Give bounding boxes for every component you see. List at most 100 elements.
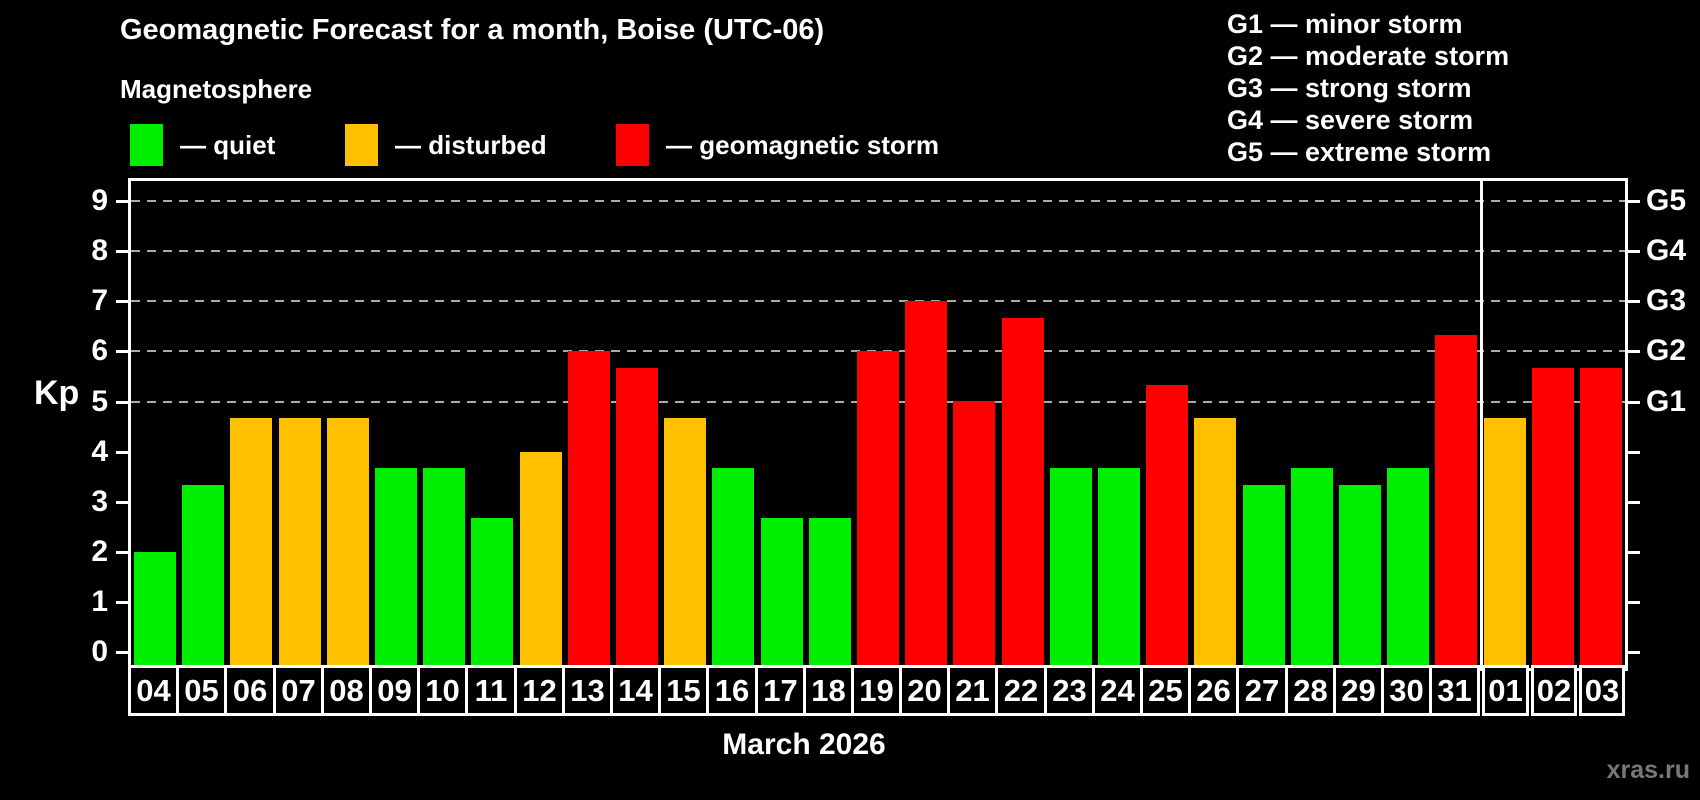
bar-day-11 [471, 518, 513, 668]
y-tick-right-3 [1628, 501, 1640, 504]
bar-day-01 [1484, 418, 1526, 668]
y-tick-label-4: 4 [91, 435, 108, 468]
day-cell-08: 08 [321, 665, 372, 716]
y-tick-right-4 [1628, 451, 1640, 454]
y-tick-right-0 [1628, 651, 1640, 654]
legend-swatch-disturbed [345, 124, 378, 166]
bar-day-08 [327, 418, 369, 668]
day-cell-09: 09 [369, 665, 420, 716]
day-cell-24: 24 [1092, 665, 1143, 716]
bar-day-04 [134, 552, 176, 668]
g-label-G4: G4 [1646, 234, 1687, 267]
y-tick-left-3 [116, 501, 128, 504]
bar-day-12 [520, 452, 562, 668]
y-tick-left-5 [116, 401, 128, 404]
g-legend-line-5: G5 — extreme storm [1227, 137, 1492, 167]
y-tick-label-9: 9 [91, 184, 108, 217]
bar-day-18 [809, 518, 851, 668]
legend-item-quiet: — quiet [130, 124, 460, 166]
y-tick-label-5: 5 [91, 385, 108, 418]
day-cell-03: 03 [1579, 665, 1625, 716]
day-cell-20: 20 [899, 665, 950, 716]
day-cell-18: 18 [803, 665, 854, 716]
y-tick-label-7: 7 [91, 284, 108, 317]
bar-day-25 [1146, 385, 1188, 668]
g-label-G5: G5 [1646, 184, 1687, 217]
day-cell-21: 21 [947, 665, 998, 716]
bar-day-20 [905, 301, 947, 668]
day-cell-05: 05 [176, 665, 227, 716]
y-tick-label-0: 0 [91, 635, 108, 668]
day-cell-12: 12 [514, 665, 565, 716]
g-legend-line-1: G1 — minor storm [1227, 9, 1463, 39]
month-separator [1480, 181, 1483, 668]
bar-day-07 [279, 418, 321, 668]
bar-day-13 [568, 351, 610, 668]
day-cell-02: 02 [1531, 665, 1577, 716]
bar-day-22 [1002, 318, 1044, 668]
chart-subtitle: Magnetosphere [120, 74, 313, 104]
y-tick-label-8: 8 [91, 234, 108, 267]
bar-day-17 [761, 518, 803, 668]
bar-day-05 [182, 485, 224, 668]
g-legend-line-3: G3 — strong storm [1227, 73, 1472, 103]
bar-day-02 [1532, 368, 1574, 668]
day-cell-07: 07 [273, 665, 324, 716]
bar-day-28 [1291, 468, 1333, 668]
y-tick-label-2: 2 [91, 535, 108, 568]
y-tick-left-1 [116, 601, 128, 604]
bar-day-23 [1050, 468, 1092, 668]
y-tick-left-6 [116, 350, 128, 353]
day-cell-04: 04 [128, 665, 179, 716]
bar-day-31 [1435, 335, 1477, 668]
plot-area [128, 178, 1628, 671]
y-tick-right-6 [1628, 350, 1640, 353]
day-cell-23: 23 [1044, 665, 1095, 716]
g-label-G1: G1 [1646, 385, 1687, 418]
y-tick-right-5 [1628, 401, 1640, 404]
g-legend-line-4: G4 — severe storm [1227, 105, 1474, 135]
legend-label-storm: — geomagnetic storm [666, 130, 940, 160]
bar-day-10 [423, 468, 465, 668]
y-tick-right-7 [1628, 300, 1640, 303]
y-tick-left-0 [116, 651, 128, 654]
day-cell-26: 26 [1188, 665, 1239, 716]
y-tick-label-6: 6 [91, 334, 108, 367]
bar-day-16 [712, 468, 754, 668]
legend-swatch-quiet [130, 124, 163, 166]
legend-swatch-storm [616, 124, 649, 166]
y-tick-left-7 [116, 300, 128, 303]
y-tick-label-3: 3 [91, 485, 108, 518]
bar-day-03 [1580, 368, 1622, 668]
day-cell-13: 13 [562, 665, 613, 716]
gridline-kp7 [131, 300, 1625, 302]
day-cell-22: 22 [995, 665, 1047, 716]
day-cell-15: 15 [658, 665, 709, 716]
bar-day-30 [1387, 468, 1429, 668]
bar-day-15 [664, 418, 706, 668]
day-cell-30: 30 [1381, 665, 1432, 716]
day-cell-25: 25 [1140, 665, 1191, 716]
y-tick-right-1 [1628, 601, 1640, 604]
bar-day-27 [1243, 485, 1285, 668]
y-tick-left-9 [116, 200, 128, 203]
legend-item-storm: — geomagnetic storm [616, 124, 946, 166]
y-tick-right-2 [1628, 551, 1640, 554]
y-tick-left-4 [116, 451, 128, 454]
g-label-G3: G3 [1646, 284, 1687, 317]
bar-day-24 [1098, 468, 1140, 668]
bar-day-09 [375, 468, 417, 668]
y-axis-label-kp: Kp [34, 374, 80, 412]
day-cell-28: 28 [1285, 665, 1336, 716]
bar-day-14 [616, 368, 658, 668]
day-cell-29: 29 [1333, 665, 1384, 716]
y-tick-right-9 [1628, 200, 1640, 203]
day-cell-14: 14 [610, 665, 661, 716]
legend-label-disturbed: — disturbed [395, 130, 547, 160]
chart-title: Geomagnetic Forecast for a month, Boise … [120, 14, 825, 46]
bar-day-06 [230, 418, 272, 668]
g-scale-legend: G1 — minor storm G2 — moderate storm G3 — … [1227, 8, 1509, 168]
bar-day-29 [1339, 485, 1381, 668]
day-cell-31: 31 [1429, 665, 1480, 716]
